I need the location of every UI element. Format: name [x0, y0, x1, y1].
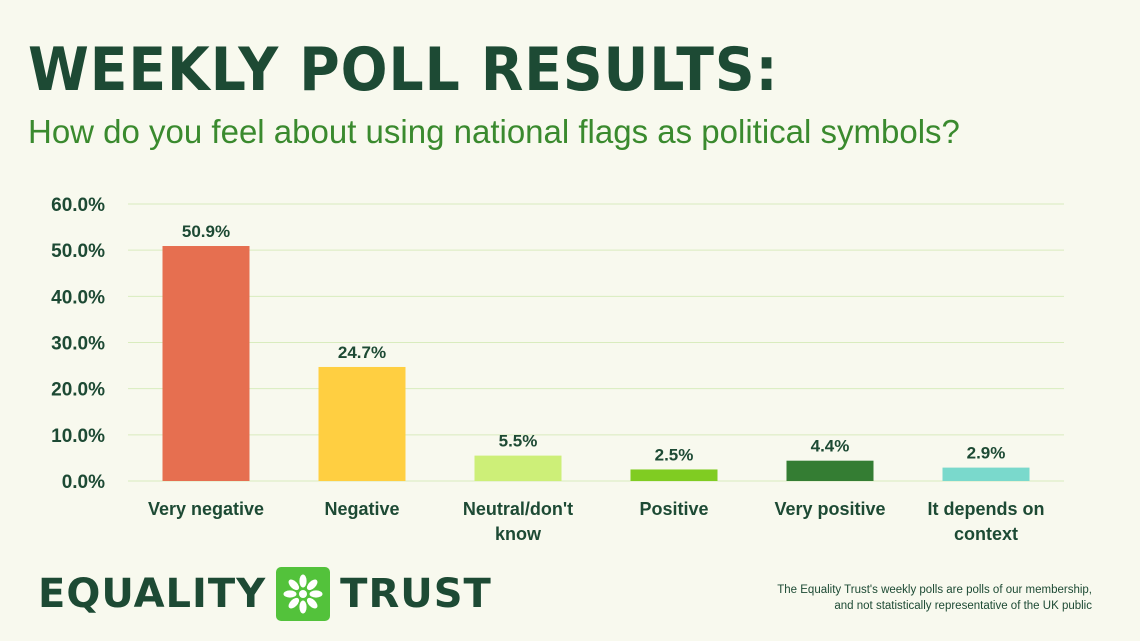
data-label: 24.7% — [338, 343, 386, 362]
asterisk-flower-icon — [276, 567, 331, 621]
x-tick-label: Neutral/don't know — [463, 499, 573, 544]
y-tick-label: 30.0% — [51, 334, 105, 355]
data-label: 4.4% — [811, 437, 850, 456]
x-tick-label: It depends on context — [928, 499, 1045, 544]
bar-chart: 0.0% 10.0% 20.0% 30.0% 40.0% 50.0% 60.0% 50.9% V… — [51, 195, 1064, 544]
bar — [630, 469, 718, 481]
x-tick-label: Very positive — [774, 499, 885, 519]
data-label: 2.9% — [967, 444, 1006, 463]
logo-word-left: EQUALITY — [38, 571, 267, 617]
bar — [162, 246, 250, 481]
x-tick-label: Positive — [639, 499, 708, 519]
y-tick-label: 40.0% — [51, 287, 105, 308]
y-tick-label: 0.0% — [62, 472, 105, 493]
footnote-line-1: The Equality Trust's weekly polls are po… — [777, 584, 1092, 596]
y-tick-label: 60.0% — [51, 195, 105, 216]
page-title: WEEKLY POLL RESULTS: — [28, 35, 779, 105]
bar — [474, 455, 562, 481]
page-subtitle: How do you feel about using national fla… — [28, 113, 960, 150]
x-tick-label: Very negative — [148, 499, 264, 519]
y-tick-label: 20.0% — [51, 380, 105, 401]
y-tick-label: 50.0% — [51, 241, 105, 262]
bar — [786, 460, 874, 481]
bar — [942, 467, 1030, 481]
x-tick-label: Negative — [324, 499, 399, 519]
bar — [318, 366, 406, 481]
logo-word-right: TRUST — [340, 571, 492, 617]
y-tick-label: 10.0% — [51, 426, 105, 447]
equality-trust-logo: EQUALITY TRUST — [38, 566, 492, 622]
footnote: The Equality Trust's weekly polls are po… — [752, 582, 1092, 614]
data-label: 50.9% — [182, 222, 230, 241]
footnote-line-2: and not statistically representative of … — [834, 600, 1092, 612]
data-label: 5.5% — [499, 432, 538, 451]
data-label: 2.5% — [655, 445, 694, 464]
